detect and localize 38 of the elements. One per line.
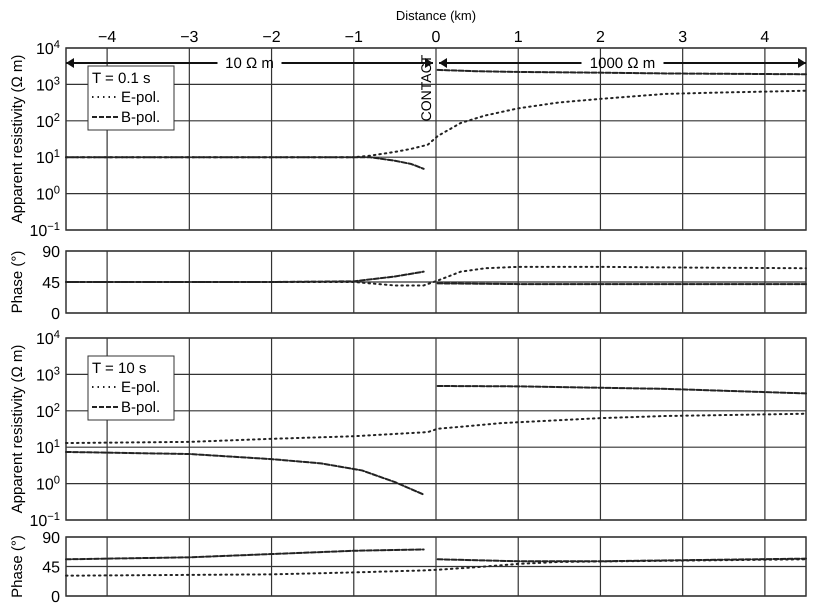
y-tick-label: 10$^{4}$ bbox=[36, 329, 60, 348]
y-tick-label: 10$^{0}$ bbox=[36, 474, 60, 494]
x-tick-label: −3 bbox=[180, 29, 199, 46]
y-tick-label: 10$^{−1}$ bbox=[29, 511, 60, 530]
y-axis-title: Phase (°) bbox=[9, 250, 26, 314]
x-tick-label: −2 bbox=[262, 29, 281, 46]
legend-title: T = 10 s bbox=[92, 360, 146, 377]
y-tick-label: 10$^{3}$ bbox=[36, 365, 60, 384]
y-tick-label: 10$^{3}$ bbox=[36, 75, 60, 94]
x-tick-label: 2 bbox=[596, 29, 605, 46]
y-tick-label: 10$^{−1}$ bbox=[29, 221, 60, 240]
y-tick-label: 10$^{2}$ bbox=[36, 112, 60, 131]
y-tick-label: 90 bbox=[42, 530, 60, 547]
y-tick-label: 10$^{0}$ bbox=[36, 184, 60, 204]
y-tick-label: 10$^{1}$ bbox=[36, 148, 60, 168]
legend-label: E-pol. bbox=[121, 379, 160, 396]
x-tick-label: 3 bbox=[678, 29, 688, 46]
y-tick-label: 45 bbox=[42, 560, 60, 576]
x-tick-label: 1 bbox=[514, 29, 523, 46]
legend-label: E-pol. bbox=[121, 89, 160, 106]
y-axis-title: Apparent resistivity (Ω m) bbox=[9, 344, 26, 514]
x-tick-label: −1 bbox=[344, 29, 363, 46]
y-tick-label: 45 bbox=[42, 275, 60, 292]
y-axis-title: Apparent resistivity (Ω m) bbox=[9, 54, 26, 224]
legend-label: B-pol. bbox=[121, 399, 160, 416]
legend-title: T = 0.1 s bbox=[92, 70, 151, 87]
y-tick-label: 10$^{2}$ bbox=[36, 402, 60, 421]
x-tick-label: 0 bbox=[432, 29, 441, 46]
y-tick-label: 10$^{4}$ bbox=[36, 39, 60, 58]
y-tick-label: 10$^{1}$ bbox=[36, 438, 60, 458]
x-tick-label: −4 bbox=[98, 29, 116, 46]
legend-label: B-pol. bbox=[121, 109, 160, 126]
x-axis-title: Distance (km) bbox=[396, 8, 476, 23]
x-tick-label: 4 bbox=[760, 29, 770, 46]
y-tick-label: 0 bbox=[51, 589, 60, 606]
y-axis-title: Phase (°) bbox=[9, 535, 26, 598]
y-tick-label: 0 bbox=[51, 306, 60, 323]
y-tick-label: 90 bbox=[42, 244, 60, 261]
